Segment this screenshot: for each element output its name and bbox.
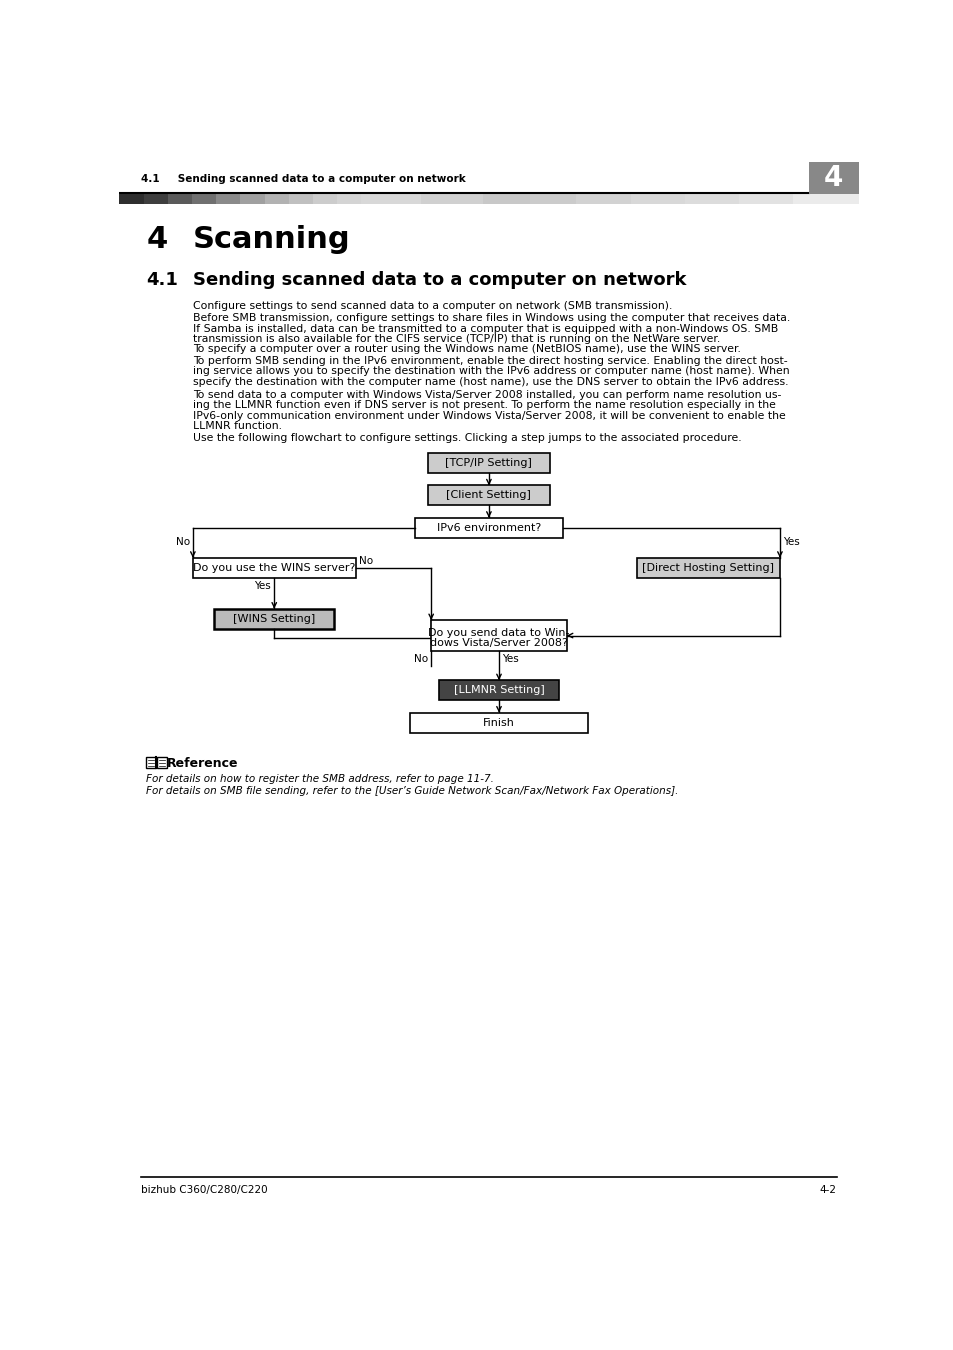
Text: To perform SMB sending in the IPv6 environment, enable the direct hosting servic: To perform SMB sending in the IPv6 envir… <box>193 356 786 366</box>
Text: LLMNR function.: LLMNR function. <box>193 421 281 431</box>
Text: 4: 4 <box>146 225 168 254</box>
Bar <box>265 194 289 204</box>
Bar <box>421 194 483 204</box>
Text: 4: 4 <box>823 165 842 192</box>
Bar <box>630 194 684 204</box>
Text: transmission is also available for the CIFS service (TCP/IP) that is running on : transmission is also available for the C… <box>193 333 720 344</box>
Text: 4.1     Sending scanned data to a computer on network: 4.1 Sending scanned data to a computer o… <box>141 174 465 184</box>
Bar <box>483 194 530 204</box>
Bar <box>214 609 334 629</box>
Bar <box>793 194 858 204</box>
Bar <box>313 194 336 204</box>
Text: Use the following flowchart to configure settings. Clicking a step jumps to the : Use the following flowchart to configure… <box>193 433 740 443</box>
Text: Before SMB transmission, configure settings to share files in Windows using the : Before SMB transmission, configure setti… <box>193 313 789 323</box>
Bar <box>438 680 558 701</box>
Text: Finish: Finish <box>482 718 515 728</box>
Text: Yes: Yes <box>254 580 271 591</box>
Text: ing the LLMNR function even if DNS server is not present. To perform the name re: ing the LLMNR function even if DNS serve… <box>193 401 775 410</box>
Text: specify the destination with the computer name (host name), use the DNS server t: specify the destination with the compute… <box>193 377 787 387</box>
Text: [TCP/IP Setting]: [TCP/IP Setting] <box>445 458 532 468</box>
Bar <box>144 194 168 204</box>
Bar <box>808 162 858 194</box>
Bar <box>415 518 562 537</box>
Text: No: No <box>358 556 373 566</box>
Text: No: No <box>414 653 428 664</box>
Text: To send data to a computer with Windows Vista/Server 2008 installed, you can per: To send data to a computer with Windows … <box>193 390 781 400</box>
Bar <box>289 194 313 204</box>
Text: 4.1: 4.1 <box>146 271 178 289</box>
Bar <box>168 194 192 204</box>
Text: dows Vista/Server 2008?: dows Vista/Server 2008? <box>430 637 567 648</box>
Text: Sending scanned data to a computer on network: Sending scanned data to a computer on ne… <box>193 271 685 289</box>
Text: [Direct Hosting Setting]: [Direct Hosting Setting] <box>641 563 774 572</box>
Bar <box>427 486 550 505</box>
Text: Yes: Yes <box>782 537 799 547</box>
Bar <box>193 558 355 578</box>
Text: ing service allows you to specify the destination with the IPv6 address or compu: ing service allows you to specify the de… <box>193 366 789 377</box>
Text: IPv6 environment?: IPv6 environment? <box>436 522 540 533</box>
Text: Scanning: Scanning <box>193 225 350 254</box>
Text: No: No <box>175 537 190 547</box>
Bar <box>431 620 566 651</box>
Bar <box>157 757 167 768</box>
Bar <box>192 194 216 204</box>
Text: bizhub C360/C280/C220: bizhub C360/C280/C220 <box>141 1184 267 1195</box>
Bar <box>240 194 265 204</box>
Bar <box>216 194 240 204</box>
Text: 4-2: 4-2 <box>819 1184 836 1195</box>
Bar <box>739 194 793 204</box>
Text: Do you send data to Win-: Do you send data to Win- <box>428 628 569 637</box>
Bar <box>410 713 587 733</box>
Bar <box>336 194 360 204</box>
Text: If Samba is installed, data can be transmitted to a computer that is equipped wi: If Samba is installed, data can be trans… <box>193 324 778 333</box>
Text: Configure settings to send scanned data to a computer on network (SMB transmissi: Configure settings to send scanned data … <box>193 301 672 310</box>
Text: [LLMNR Setting]: [LLMNR Setting] <box>453 686 544 695</box>
Text: Reference: Reference <box>167 757 238 771</box>
Bar <box>530 194 576 204</box>
Text: For details on SMB file sending, refer to the [User’s Guide Network Scan/Fax/Net: For details on SMB file sending, refer t… <box>146 787 678 796</box>
Bar <box>636 558 780 578</box>
Bar <box>427 454 550 472</box>
Bar <box>684 194 739 204</box>
Text: [WINS Setting]: [WINS Setting] <box>233 614 315 624</box>
Text: Do you use the WINS server?: Do you use the WINS server? <box>193 563 355 572</box>
Bar <box>576 194 630 204</box>
Text: [Client Setting]: [Client Setting] <box>446 490 531 501</box>
Text: For details on how to register the SMB address, refer to page 11-7.: For details on how to register the SMB a… <box>146 774 494 784</box>
Text: To specify a computer over a router using the Windows name (NetBIOS name), use t: To specify a computer over a router usin… <box>193 344 740 355</box>
Bar <box>146 757 155 768</box>
Text: Yes: Yes <box>501 653 518 664</box>
Bar <box>119 194 144 204</box>
Bar <box>360 194 421 204</box>
Bar <box>119 162 808 193</box>
Text: IPv6-only communication environment under Windows Vista/Server 2008, it will be : IPv6-only communication environment unde… <box>193 410 785 421</box>
